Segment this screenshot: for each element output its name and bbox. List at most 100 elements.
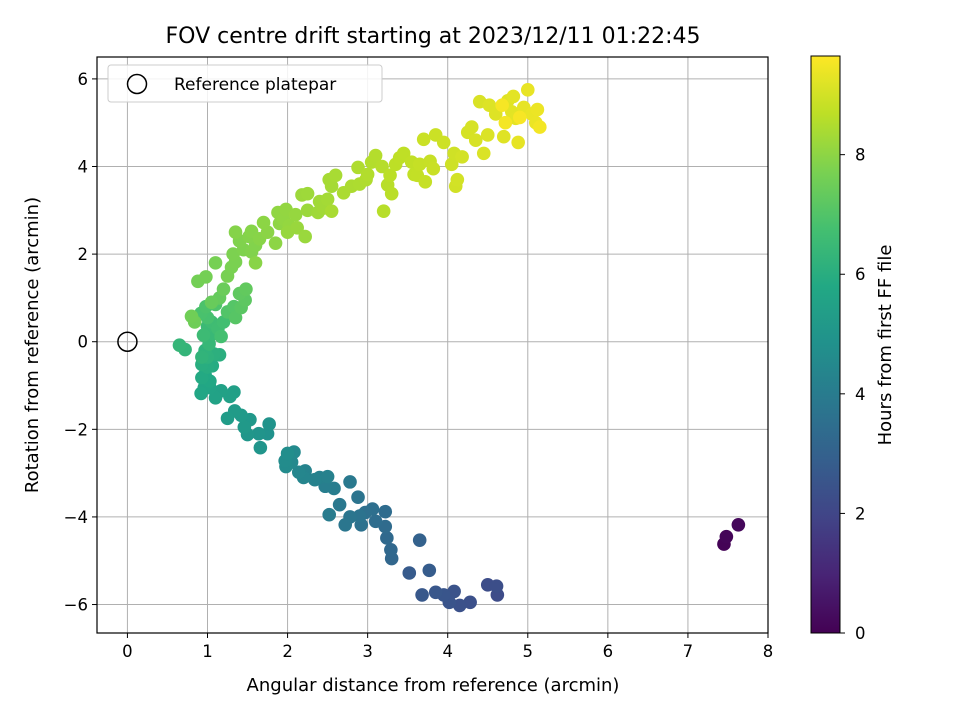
x-tick-label: 8	[763, 642, 774, 661]
data-point	[375, 159, 389, 174]
data-point	[444, 157, 459, 172]
data-point	[208, 390, 223, 405]
data-point	[220, 411, 235, 426]
x-tick-label: 3	[362, 642, 373, 661]
data-point	[496, 129, 511, 144]
data-point	[172, 338, 187, 353]
data-point	[489, 579, 504, 593]
data-point	[512, 110, 527, 125]
x-axis-ticks: 0 1 2 3 4 5 6 7 8	[122, 633, 773, 661]
data-point	[384, 186, 399, 201]
data-point	[383, 168, 397, 183]
data-point	[320, 192, 335, 207]
data-point	[436, 135, 451, 150]
x-tick-label: 2	[282, 642, 293, 661]
colorbar-label: Hours from first FF file	[875, 245, 896, 446]
colorbar-tick-label: 8	[855, 146, 866, 165]
data-point	[511, 135, 525, 150]
y-tick-label: −6	[64, 596, 88, 615]
data-point	[452, 598, 467, 613]
data-point	[320, 469, 335, 484]
data-point	[216, 282, 231, 296]
y-axis-ticks: −6 −4 −2 0 2 4 6	[64, 70, 97, 615]
data-point	[324, 204, 339, 218]
data-point	[464, 120, 479, 134]
x-tick-label: 5	[523, 642, 534, 661]
data-point	[450, 172, 465, 187]
x-tick-label: 1	[202, 642, 213, 661]
chart-title: FOV centre drift starting at 2023/12/11 …	[166, 24, 701, 49]
data-point	[380, 531, 394, 545]
data-point	[368, 148, 383, 163]
data-point	[731, 518, 746, 532]
data-point	[199, 270, 213, 284]
colorbar-gradient	[810, 55, 841, 634]
data-point	[422, 563, 437, 578]
data-point	[184, 309, 199, 324]
colorbar-tick-label: 0	[855, 624, 866, 643]
y-tick-label: 0	[78, 333, 89, 352]
data-point	[476, 146, 491, 161]
data-point	[262, 417, 276, 431]
data-point	[288, 207, 303, 222]
data-point	[195, 370, 209, 385]
data-point	[253, 440, 268, 455]
data-point	[378, 504, 393, 519]
data-point	[428, 585, 443, 600]
data-point	[416, 132, 431, 147]
data-point	[226, 247, 240, 261]
data-point	[298, 229, 312, 244]
data-point	[368, 514, 383, 529]
data-point	[351, 490, 365, 505]
data-point	[412, 533, 427, 547]
data-point	[300, 186, 315, 201]
y-tick-label: 6	[78, 70, 89, 89]
data-point	[239, 282, 253, 296]
legend-open-circle-marker	[126, 73, 148, 95]
data-point	[280, 446, 295, 461]
data-point	[290, 221, 304, 235]
data-point	[332, 497, 347, 512]
data-point	[530, 102, 545, 117]
data-point	[415, 588, 429, 602]
data-point	[498, 115, 513, 130]
data-point	[228, 310, 243, 325]
colorbar-tick-label: 6	[855, 265, 866, 284]
data-point	[248, 256, 263, 270]
reference-platepar-marker	[117, 331, 138, 352]
y-tick-label: 2	[78, 245, 89, 264]
data-point	[196, 328, 211, 342]
y-tick-label: −4	[64, 508, 88, 527]
data-point	[251, 426, 266, 441]
data-point	[291, 465, 306, 480]
data-point	[418, 175, 433, 189]
y-tick-label: −2	[64, 420, 88, 439]
data-point	[480, 128, 495, 142]
data-point	[338, 518, 353, 532]
data-point	[204, 295, 219, 310]
colorbar-tick-label: 4	[855, 385, 866, 404]
data-point	[412, 157, 427, 172]
data-point	[463, 595, 477, 610]
data-point	[328, 168, 343, 183]
data-point	[376, 204, 391, 218]
data-point	[468, 133, 483, 148]
x-tick-label: 6	[603, 642, 614, 661]
data-point	[495, 98, 509, 112]
data-point	[307, 472, 322, 487]
data-point	[208, 256, 223, 270]
y-axis-label: Rotation from reference (arcmin)	[22, 197, 43, 493]
colorbar: 0 2 4 6 8 Hours from first FF file	[810, 55, 896, 643]
data-point	[447, 584, 461, 599]
data-point	[214, 329, 228, 344]
data-point	[360, 167, 375, 182]
legend-label: Reference platepar	[174, 75, 336, 95]
data-points	[172, 83, 746, 613]
data-point	[402, 566, 417, 580]
data-point	[228, 225, 243, 240]
x-tick-label: 0	[122, 642, 133, 661]
grid-lines	[97, 57, 769, 633]
data-point	[322, 507, 337, 522]
plot-frame	[96, 56, 769, 634]
